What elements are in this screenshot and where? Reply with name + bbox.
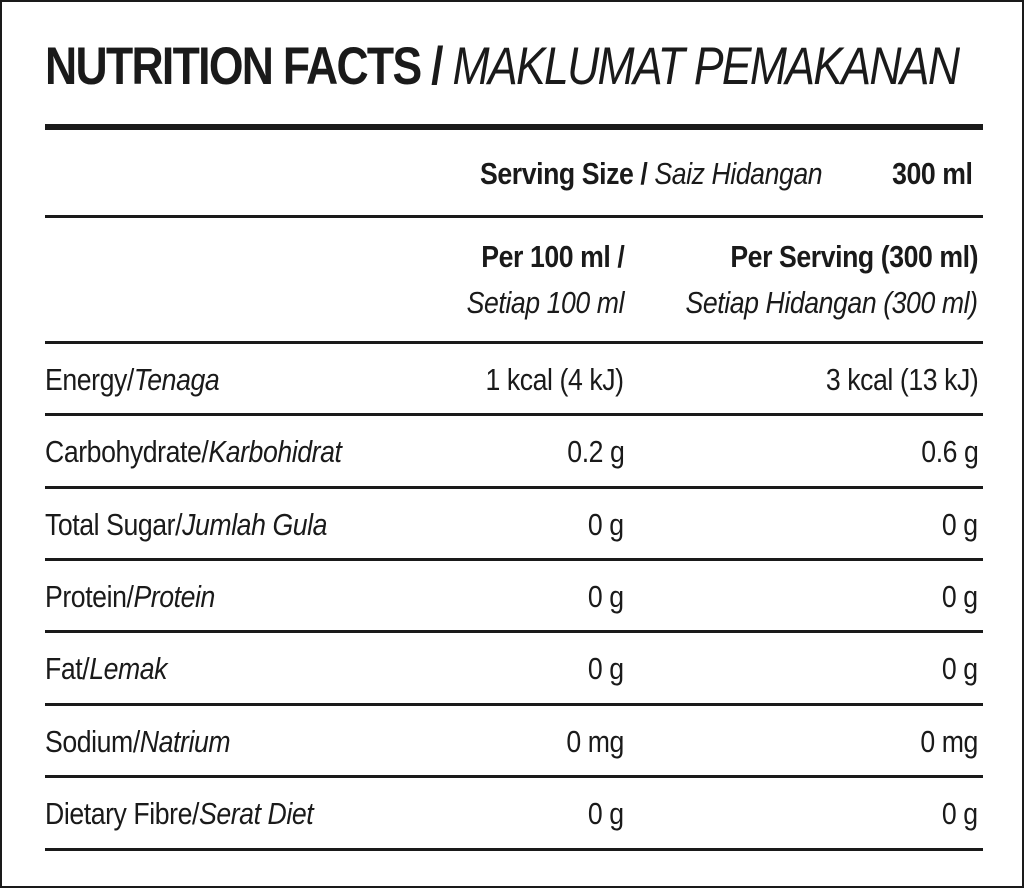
header-divider: [45, 341, 983, 344]
nutrient-name-malay: Tenaga: [133, 362, 220, 397]
column-header-per-serving-english: Per Serving (300 ml): [730, 239, 978, 274]
nutrient-value-per100-sodium: 0 mg: [566, 724, 624, 759]
title-divider: [45, 124, 983, 130]
nutrient-name-dietary-fibre: Dietary Fibre/Serat Diet: [45, 794, 314, 834]
title-english: NUTRITION FACTS: [45, 37, 422, 96]
nutrient-value-per100-energy: 1 kcal (4 kJ): [485, 362, 625, 397]
row-divider: [45, 413, 983, 416]
row-divider: [45, 630, 983, 633]
nutrient-name-english: Fat/: [45, 651, 90, 686]
nutrient-name-sodium: Sodium/Natrium: [45, 722, 231, 762]
column-header-per-serving-malay: Setiap Hidangan (300 ml): [685, 285, 978, 320]
title-malay: MAKLUMAT PEMAKANAN: [452, 37, 960, 96]
nutrient-name-total-sugar: Total Sugar/Jumlah Gula: [45, 505, 327, 545]
serving-size-separator: /: [640, 156, 648, 191]
title-separator: /: [431, 37, 443, 96]
nutrient-name-malay: Serat Diet: [198, 796, 314, 831]
nutrient-name-english: Dietary Fibre/: [45, 796, 199, 831]
serving-size-label-english: Serving Size: [480, 156, 634, 191]
nutrient-name-english: Sodium/: [45, 724, 140, 759]
nutrient-name-malay: Karbohidrat: [208, 434, 342, 469]
row-divider: [45, 703, 983, 706]
nutrient-value-per100-carbohydrate: 0.2 g: [566, 434, 625, 469]
nutrient-value-per-serving-carbohydrate: 0.6 g: [920, 434, 979, 469]
nutrient-name-protein: Protein/Protein: [45, 577, 215, 617]
nutrient-value-per100-fat: 0 g: [588, 651, 624, 686]
nutrient-name-english: Carbohydrate/: [45, 434, 209, 469]
serving-size-value: 300 ml: [892, 156, 974, 191]
nutrient-name-energy: Energy/Tenaga: [45, 360, 220, 400]
nutrient-value-per-serving-protein: 0 g: [942, 579, 978, 614]
nutrient-name-malay: Lemak: [89, 651, 168, 686]
nutrient-name-malay: Jumlah Gula: [182, 507, 328, 542]
nutrient-name-english: Total Sugar/: [45, 507, 183, 542]
column-header-per100-english: Per 100 ml /: [480, 239, 624, 274]
label-title: NUTRITION FACTS / MAKLUMAT PEMAKANAN: [45, 32, 960, 102]
nutrient-value-per100-total-sugar: 0 g: [588, 507, 624, 542]
row-divider: [45, 558, 983, 561]
row-divider: [45, 486, 983, 489]
nutrient-name-malay: Natrium: [139, 724, 231, 759]
nutrient-value-per-serving-sodium: 0 mg: [920, 724, 978, 759]
serving-size-label-malay: Saiz Hidangan: [654, 156, 823, 191]
nutrient-name-fat: Fat/Lemak: [45, 649, 168, 689]
nutrient-name-english: Protein/: [45, 579, 134, 614]
bottom-divider: [45, 848, 983, 851]
serving-divider: [45, 215, 983, 218]
nutrient-name-english: Energy/: [45, 362, 134, 397]
serving-size-label: Serving Size / Saiz Hidangan: [480, 154, 823, 194]
column-header-per100-malay: Setiap 100 ml: [466, 285, 625, 320]
nutrient-value-per-serving-dietary-fibre: 0 g: [942, 796, 978, 831]
nutrient-value-per-serving-fat: 0 g: [942, 651, 978, 686]
nutrient-name-malay: Protein: [133, 579, 215, 614]
nutrient-value-per100-protein: 0 g: [588, 579, 624, 614]
nutrient-name-carbohydrate: Carbohydrate/Karbohidrat: [45, 432, 342, 472]
row-divider: [45, 775, 983, 778]
nutrient-value-per-serving-total-sugar: 0 g: [942, 507, 978, 542]
nutrient-value-per-serving-energy: 3 kcal (13 kJ): [825, 362, 978, 397]
nutrient-value-per100-dietary-fibre: 0 g: [588, 796, 624, 831]
